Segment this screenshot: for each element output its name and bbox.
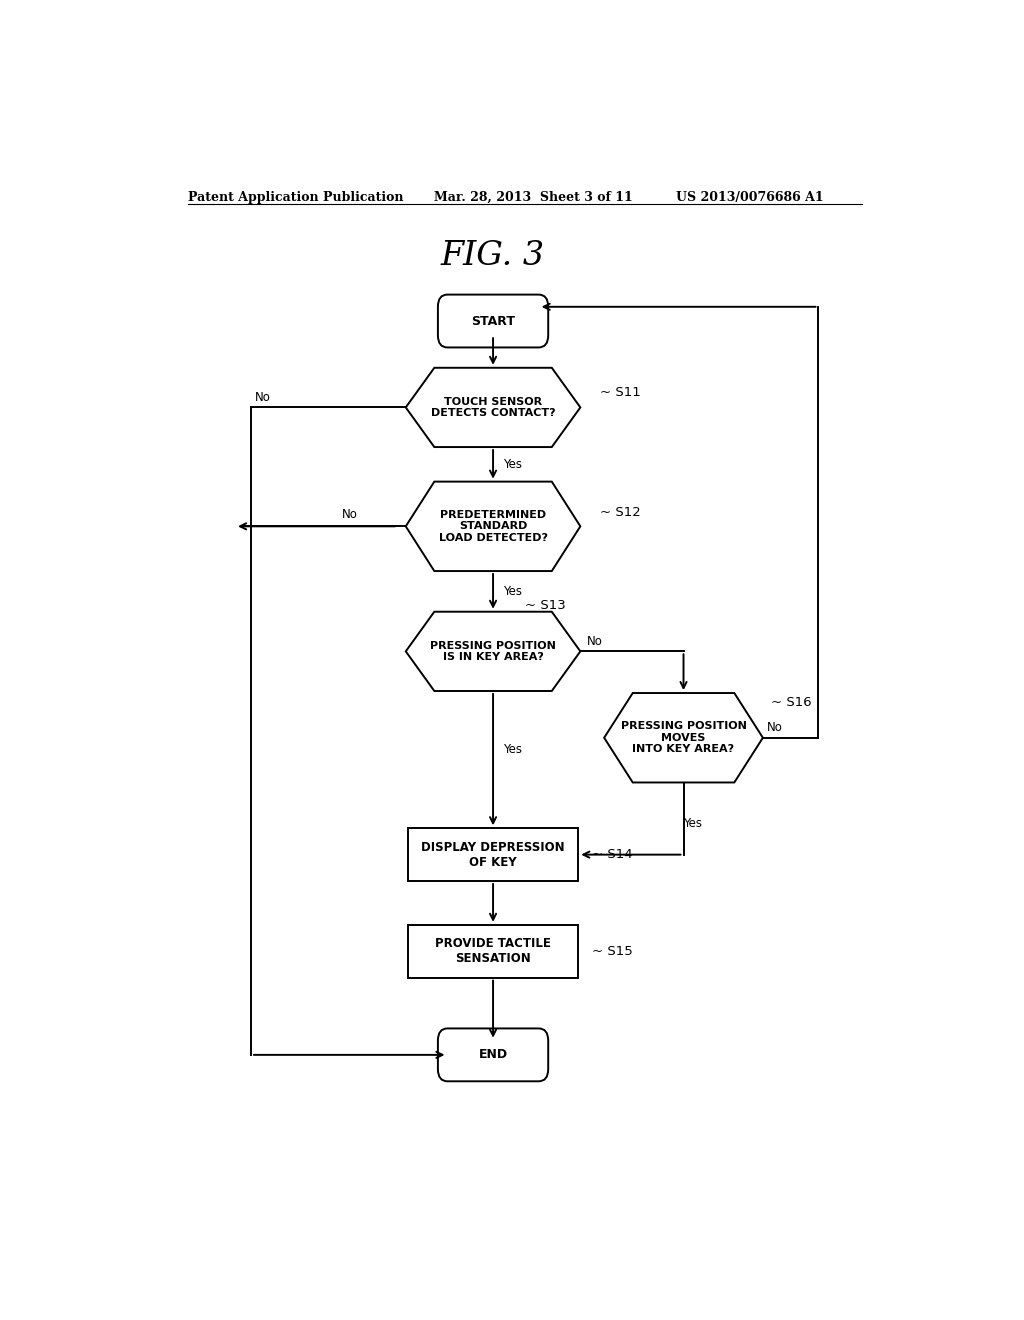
Polygon shape [406, 368, 581, 447]
Text: No: No [767, 721, 782, 734]
Text: PRESSING POSITION
IS IN KEY AREA?: PRESSING POSITION IS IN KEY AREA? [430, 640, 556, 663]
Text: START: START [471, 314, 515, 327]
Text: ~ S15: ~ S15 [592, 945, 633, 958]
Text: Yes: Yes [503, 585, 521, 598]
Text: ~ S14: ~ S14 [592, 849, 633, 861]
Text: PROVIDE TACTILE
SENSATION: PROVIDE TACTILE SENSATION [435, 937, 551, 965]
Text: No: No [255, 391, 271, 404]
Text: ~ S13: ~ S13 [524, 599, 565, 612]
Text: FIG. 3: FIG. 3 [441, 240, 545, 272]
Text: PREDETERMINED
STANDARD
LOAD DETECTED?: PREDETERMINED STANDARD LOAD DETECTED? [438, 510, 548, 543]
Text: Patent Application Publication: Patent Application Publication [187, 191, 403, 203]
Text: Mar. 28, 2013  Sheet 3 of 11: Mar. 28, 2013 Sheet 3 of 11 [433, 191, 632, 203]
Text: DISPLAY DEPRESSION
OF KEY: DISPLAY DEPRESSION OF KEY [421, 841, 565, 869]
Text: TOUCH SENSOR
DETECTS CONTACT?: TOUCH SENSOR DETECTS CONTACT? [431, 396, 555, 418]
Bar [408, 828, 579, 880]
Text: PRESSING POSITION
MOVES
INTO KEY AREA?: PRESSING POSITION MOVES INTO KEY AREA? [621, 721, 746, 754]
FancyBboxPatch shape [438, 1028, 548, 1081]
Text: ~ S11: ~ S11 [600, 385, 641, 399]
Text: ~ S16: ~ S16 [771, 696, 811, 709]
Text: Yes: Yes [503, 743, 521, 756]
Text: Yes: Yes [503, 458, 521, 471]
Text: ~ S12: ~ S12 [600, 506, 641, 519]
Text: US 2013/0076686 A1: US 2013/0076686 A1 [676, 191, 823, 203]
FancyBboxPatch shape [438, 294, 548, 347]
Polygon shape [406, 482, 581, 572]
Polygon shape [604, 693, 763, 783]
Text: Yes: Yes [684, 817, 702, 830]
Text: END: END [478, 1048, 508, 1061]
Text: No: No [587, 635, 602, 648]
Bar [408, 925, 579, 978]
Polygon shape [406, 611, 581, 690]
Text: No: No [342, 508, 358, 520]
